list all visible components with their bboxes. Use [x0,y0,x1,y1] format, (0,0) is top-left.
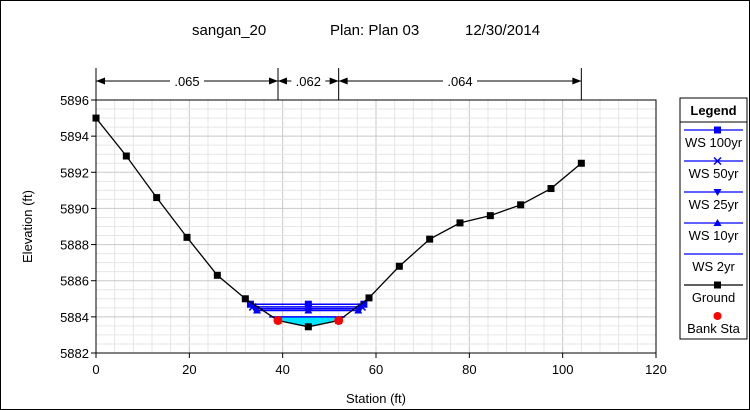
ws-series-ws-10yr [253,306,363,314]
ground-point [183,233,191,241]
ground-point [456,219,464,227]
n-arrow-head [338,77,348,85]
legend-label: WS 100yr [685,135,743,150]
x-tick-label: 100 [552,362,574,377]
ground-point [241,295,249,303]
legend-entry [713,312,722,320]
n-arrow-head [269,77,278,85]
ground-point [547,185,555,193]
ground-point [486,212,494,220]
n-value-label: .064 [447,74,472,89]
n-value-label: .065 [174,74,199,89]
ground-point [365,294,373,302]
x-tick-label: 40 [275,362,289,377]
marker-triangle-up [253,306,261,314]
x-tick-label: 20 [182,362,196,377]
legend-marker [713,312,722,320]
marker-square [304,300,312,308]
x-axis-label: Station (ft) [346,391,406,406]
x-tick-label: 0 [92,362,99,377]
y-tick-label: 5886 [60,274,89,289]
ground-point [577,159,585,167]
x-tick-label: 120 [645,362,667,377]
grid [95,99,657,354]
legend-title: Legend [690,103,736,118]
legend-label: WS 50yr [689,166,740,181]
legend-label: WS 25yr [689,197,740,212]
legend-label: Ground [692,290,735,305]
water-fill [272,316,344,327]
title-date: 12/30/2014 [465,22,541,39]
x-tick-label: 60 [369,362,383,377]
ground-point [122,152,130,160]
ground-point [304,323,312,331]
y-tick-label: 5892 [60,165,89,180]
n-arrow-head [96,77,105,85]
marker-triangle-up [713,219,722,226]
y-tick-label: 5884 [60,310,89,325]
legend-box [679,97,748,340]
marker-square [714,126,721,134]
ground-point [395,262,403,270]
title-river: sangan_20 [192,22,267,39]
x-tick-label: 80 [462,362,476,377]
legend-entry [684,189,743,196]
y-axis-label: Elevation (ft) [20,190,35,263]
legend-entry [684,281,743,289]
marker-triangle-down [713,189,722,196]
legend-label: WS 2yr [692,259,735,274]
ground-point [213,271,221,279]
bank-station-point [273,315,283,325]
legend-label: Bank Sta [687,321,741,336]
n-arrow-head [572,77,582,85]
legend-entry [684,219,743,226]
y-tick-label: 5888 [60,238,89,253]
legend-label: WS 10yr [689,228,740,243]
ground-point [426,235,434,243]
marker-triangle-up [304,306,313,314]
legend-entry [684,156,743,166]
y-tick-label: 5882 [60,346,89,361]
bank-station-point [334,315,344,325]
n-arrow-head [278,77,287,85]
n-arrow-head [329,77,339,85]
ground-point [517,201,525,209]
y-tick-label: 5894 [60,129,89,144]
n-segment [278,77,339,85]
marker-x [713,156,722,166]
marker-square [714,281,721,289]
n-value-label: .062 [296,74,321,89]
y-tick-label: 5890 [60,201,89,216]
n-segment [338,77,582,85]
legend-entry [684,126,743,134]
n-segment [96,77,278,85]
ground-point [153,194,161,202]
title-plan: Plan: Plan 03 [330,22,420,39]
marker-triangle-up [354,306,363,314]
y-tick-label: 5896 [60,93,89,108]
